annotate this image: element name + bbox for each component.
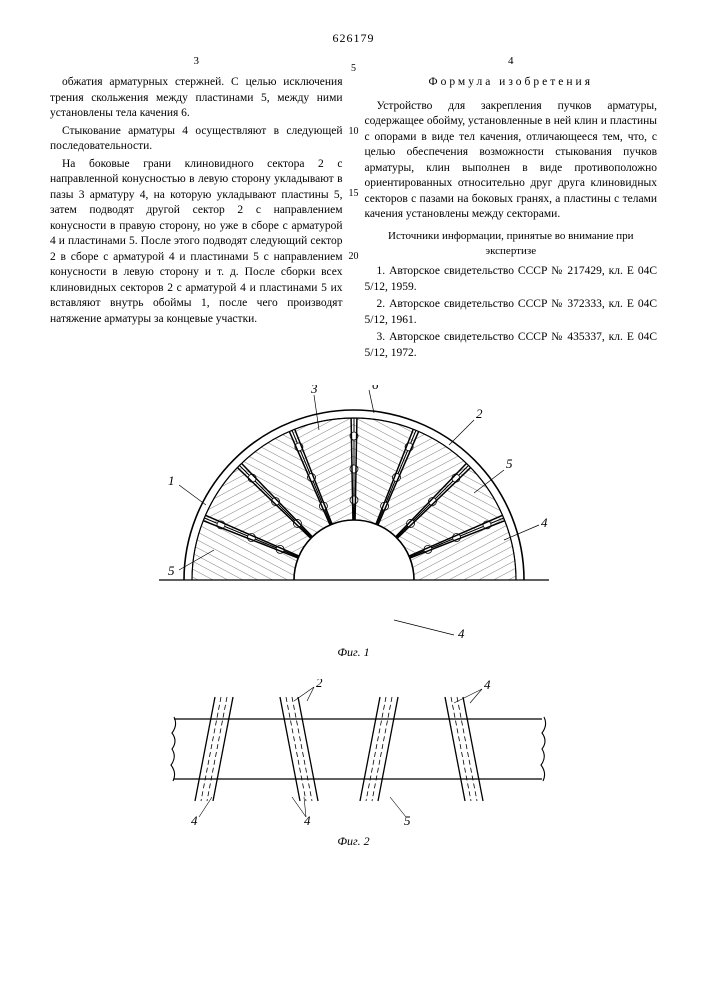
line-num: 20 <box>345 250 363 264</box>
svg-text:4: 4 <box>541 515 548 530</box>
line-number-gutter: 5 10 15 20 <box>345 62 363 312</box>
left-p2: Стыкование арматуры 4 осуществляют в сле… <box>50 124 343 155</box>
svg-text:6: 6 <box>372 385 379 392</box>
svg-text:4: 4 <box>191 813 198 828</box>
left-column: 3 обжатия арматурных стержней. С целью и… <box>50 54 343 363</box>
figure-1: 6 2 5 4 1 5 3 4 <box>144 385 564 640</box>
svg-text:5: 5 <box>506 456 513 471</box>
svg-text:4: 4 <box>484 679 491 692</box>
line-num: 15 <box>345 187 363 201</box>
col-marker-right: 4 <box>365 54 658 69</box>
svg-text:3: 3 <box>310 385 318 396</box>
svg-text:2: 2 <box>316 679 323 690</box>
svg-text:1: 1 <box>168 473 175 488</box>
figure-2: 2 4 4 4 5 <box>144 679 564 829</box>
left-p1: обжатия арматурных стержней. С целью иск… <box>50 75 343 122</box>
svg-text:5: 5 <box>404 813 411 828</box>
line-num: 5 <box>345 62 363 76</box>
cite-1: 1. Авторское свидетельство СССР № 217429… <box>365 264 658 295</box>
sources-title: Источники информации, принятые во вниман… <box>365 229 658 259</box>
right-p1: Устройство для закрепления пучков армату… <box>365 99 658 223</box>
fig2-label: Фиг. 2 <box>50 833 657 849</box>
fig1-label: Фиг. 1 <box>50 644 657 660</box>
cite-2: 2. Авторское свидетельство СССР № 372333… <box>365 297 658 328</box>
left-p3: На боковые грани клиновидного сектора 2 … <box>50 157 343 328</box>
svg-text:4: 4 <box>458 626 465 640</box>
line-num: 10 <box>345 125 363 139</box>
formula-title: Формула изобретения <box>365 75 658 91</box>
svg-text:5: 5 <box>168 563 175 578</box>
patent-number: 626179 <box>50 30 657 46</box>
svg-text:2: 2 <box>476 406 483 421</box>
right-column: 4 Формула изобретения Устройство для зак… <box>365 54 658 363</box>
figures-block: 6 2 5 4 1 5 3 4 Фиг. 1 2 4 4 4 5 Фиг. 2 <box>50 385 657 848</box>
cite-3: 3. Авторское свидетельство СССР № 435337… <box>365 330 658 361</box>
svg-text:4: 4 <box>304 813 311 828</box>
col-marker-left: 3 <box>50 54 343 69</box>
